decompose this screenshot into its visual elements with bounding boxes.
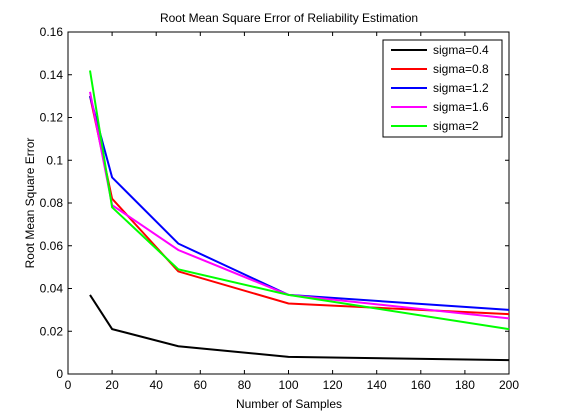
chart-title: Root Mean Square Error of Reliability Es…: [160, 11, 418, 25]
legend-label-5: sigma=2: [433, 119, 479, 133]
tick-group: [67, 31, 510, 375]
series-line-5: [89, 70, 510, 331]
x-tick-label: 60: [194, 378, 208, 392]
y-tick-label: 0.16: [40, 25, 64, 39]
y-axis-label: Root Mean Square Error: [23, 138, 37, 269]
y-tick-label: 0.02: [40, 324, 64, 338]
legend-label-1: sigma=0.4: [433, 43, 489, 57]
legend-label-3: sigma=1.2: [433, 81, 489, 95]
y-tick-label: 0.04: [40, 282, 64, 296]
x-tick-label: 200: [499, 378, 519, 392]
y-tick-label: 0.08: [40, 196, 64, 210]
series-group: [89, 70, 510, 362]
x-tick-label: 80: [238, 378, 252, 392]
x-tick-label: 20: [105, 378, 119, 392]
x-tick-label: 160: [411, 378, 431, 392]
x-tick-label: 180: [455, 378, 475, 392]
legend-label-4: sigma=1.6: [433, 100, 489, 114]
y-tick-label: 0: [56, 367, 63, 381]
y-tick-label: 0.1: [46, 153, 63, 167]
x-tick-label: 40: [150, 378, 164, 392]
x-tick-label: 140: [367, 378, 387, 392]
legend-label-2: sigma=0.8: [433, 62, 489, 76]
tick-label-group: 0 20 40 60 80 100 120 140 160 180 200 0 0.02 0.04 0.06…: [40, 25, 520, 392]
y-tick-label: 0.14: [40, 68, 64, 82]
series-line-3: [89, 95, 510, 311]
x-axis-label: Number of Samples: [236, 397, 342, 411]
series-line-1: [89, 294, 510, 362]
y-tick-label: 0.06: [40, 239, 64, 253]
x-tick-label: 120: [323, 378, 343, 392]
legend: sigma=0.4 sigma=0.8 sigma=1.2 sigma=1.6 sigm…: [382, 39, 503, 138]
y-tick-label: 0.12: [40, 111, 64, 125]
x-tick-label: 100: [278, 378, 298, 392]
x-tick-label: 0: [65, 378, 72, 392]
